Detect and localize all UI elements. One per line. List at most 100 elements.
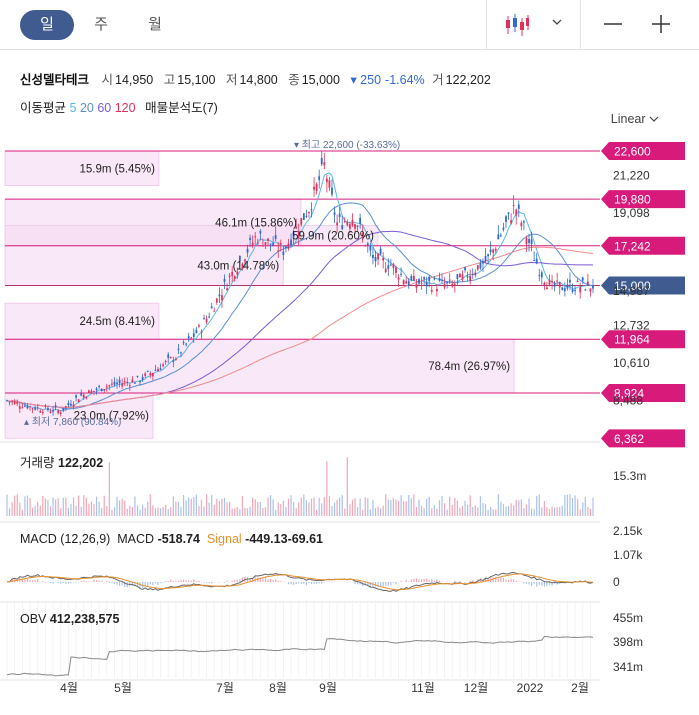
volume-bar (88, 503, 90, 516)
macd-histogram-bar (374, 582, 377, 587)
volume-bar (98, 501, 100, 516)
macd-histogram-bar (474, 581, 476, 582)
volume-bar (19, 502, 21, 516)
volume-bar (520, 499, 522, 516)
volume-bar (426, 498, 428, 516)
volume-bar (205, 494, 208, 516)
macd-histogram-bar (264, 577, 267, 582)
tab-weekly[interactable]: 주 (94, 16, 108, 33)
volume-bar (47, 499, 49, 516)
candle-body (425, 281, 428, 287)
indicator-legend[interactable]: 이동평균 5 20 60 120 매물분석도(7) (20, 97, 218, 116)
volume-bar (275, 509, 277, 516)
volume-bar (67, 507, 70, 516)
candle-body (75, 395, 77, 398)
candle-body (146, 370, 149, 372)
macd-lines (6, 571, 594, 592)
macd-histogram-bar (269, 579, 272, 582)
candle-body (543, 282, 546, 286)
macd-histogram-bar (154, 582, 157, 584)
candle-body (174, 358, 177, 360)
minus-icon[interactable] (603, 15, 623, 35)
candle-body (157, 369, 159, 372)
volume-bar (129, 505, 131, 516)
plus-icon[interactable] (651, 15, 671, 35)
candle-body (397, 277, 400, 280)
macd-histogram-bar (385, 582, 387, 586)
candle-body (377, 253, 379, 260)
volume-bar (211, 494, 213, 516)
candle-body (451, 283, 454, 287)
candle-body (39, 411, 42, 413)
volume-bar (177, 501, 180, 516)
candle-body (461, 274, 464, 280)
price-chart[interactable]: 22,600 19,880 17,242 15,000 11,964 8,924 6,362… (0, 130, 699, 715)
macd-histogram-bar (551, 582, 553, 586)
volume-bar (515, 499, 517, 516)
candle-body (111, 383, 113, 385)
candle-body (359, 217, 362, 224)
time-axis: 4월 5월 7월 8월 9월 11월 12월 2022 2월 (60, 681, 589, 695)
candle-body (59, 412, 62, 414)
candle-body (569, 279, 571, 283)
candle-body (259, 231, 262, 234)
macd-histogram-bar (24, 579, 26, 582)
chevron-down-icon[interactable] (551, 16, 563, 28)
price-axis-tick: 12,732 (613, 319, 650, 333)
candle-body (159, 368, 162, 370)
candle-body (333, 212, 336, 215)
volume-bar (571, 498, 574, 516)
tab-monthly[interactable]: 월 (148, 16, 162, 33)
candle-body (236, 271, 239, 275)
macd-histogram-bar (287, 582, 290, 585)
candle-body (402, 280, 405, 285)
macd-histogram-bar (208, 582, 210, 584)
candle-body (277, 250, 280, 252)
candle-body (100, 388, 103, 392)
candle-body (108, 385, 111, 387)
volume-bar (523, 508, 525, 516)
candle-body (502, 227, 505, 230)
candle-body (589, 288, 592, 292)
candle-body (29, 406, 31, 408)
volume-bar (142, 504, 144, 516)
price-axis-tick: 14,987 (613, 284, 650, 298)
time-axis-tick: 5월 (114, 681, 132, 695)
macd-histogram-bar (418, 579, 420, 582)
volume-bar (318, 497, 320, 516)
volume-bar (234, 508, 236, 516)
macd-histogram-bar (530, 582, 533, 586)
macd-histogram-bar (88, 581, 90, 582)
macd-histogram-bar (223, 582, 226, 583)
macd-histogram-bar (241, 577, 244, 582)
macd-histogram-bar (134, 582, 136, 586)
candlestick-icon[interactable] (504, 12, 530, 38)
volume-bar (433, 505, 435, 516)
candle-body (420, 282, 423, 284)
macd-histogram-bar (367, 582, 369, 587)
candle-body (336, 222, 339, 226)
candle-body (384, 268, 387, 272)
volume-bar (295, 508, 297, 516)
low-value: 14,800 (239, 73, 278, 87)
volume-bar (218, 501, 220, 516)
macd-histogram-bar (472, 580, 474, 582)
volume-bar (85, 497, 87, 516)
price-level-badge (601, 330, 685, 349)
macd-histogram-bar (318, 582, 320, 584)
candle-body (67, 402, 70, 406)
candle-body (456, 274, 459, 279)
volume-bar (356, 507, 359, 516)
volume-bar (418, 499, 420, 516)
macd-histogram-bar (323, 582, 325, 583)
candle-body (123, 381, 126, 383)
tab-daily[interactable]: 일 (20, 10, 74, 40)
volume-bar (149, 494, 151, 516)
scale-mode-select[interactable]: Linear (611, 112, 659, 126)
ma5-label: 5 (69, 101, 77, 115)
candle-body (313, 186, 315, 190)
macd-histogram-bar (528, 582, 530, 585)
macd-histogram-bar (454, 580, 456, 582)
candle-body (290, 239, 292, 246)
macd-histogram-bar (95, 580, 98, 582)
